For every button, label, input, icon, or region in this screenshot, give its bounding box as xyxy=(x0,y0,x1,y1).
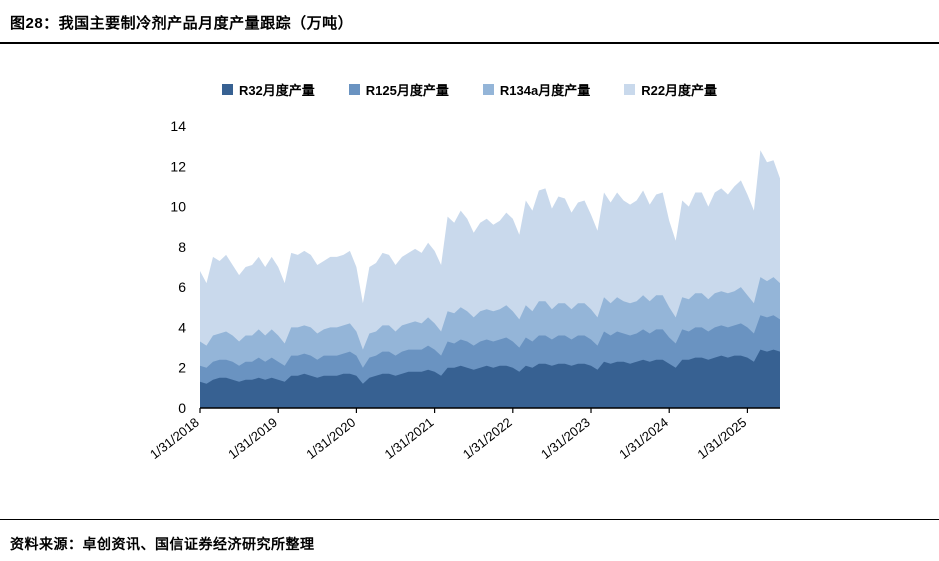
legend-item-r134a: R134a月度产量 xyxy=(482,80,591,99)
x-axis-tick-label: 1/31/2018 xyxy=(147,415,202,462)
y-axis-tick-label: 6 xyxy=(178,279,186,295)
legend-label-r32: R32月度产量 xyxy=(238,83,315,98)
x-axis-tick-label: 1/31/2025 xyxy=(694,415,749,462)
legend-label-r22: R22月度产量 xyxy=(641,83,718,98)
source-note: 资料来源：卓创资讯、国信证券经济研究所整理 xyxy=(10,536,315,552)
stacked-area-chart: 0 2 4 6 8 10 12 14 1/31/2018 1/31/2019 1/31/2020 1/… xyxy=(0,104,939,504)
y-axis-tick-label: 0 xyxy=(178,400,186,416)
x-axis-tick-label: 1/31/2021 xyxy=(382,415,437,462)
legend-item-r125: R125月度产量 xyxy=(348,80,449,99)
source-divider xyxy=(0,519,939,520)
legend-label-r134a: R134a月度产量 xyxy=(499,83,591,98)
chart-canvas: 0 2 4 6 8 10 12 14 1/31/2018 1/31/2019 1/31/2020 1/… xyxy=(147,118,780,462)
y-axis-tick-label: 4 xyxy=(178,319,186,335)
legend-swatch-r22-icon xyxy=(624,84,636,95)
legend-label-r125: R125月度产量 xyxy=(365,83,449,98)
x-axis-tick-label: 1/31/2020 xyxy=(303,415,358,462)
figure-title: 图28：我国主要制冷剂产品月度产量跟踪（万吨） xyxy=(10,15,354,32)
x-axis-tick-label: 1/31/2019 xyxy=(225,415,280,462)
y-axis-tick-label: 12 xyxy=(170,158,186,174)
y-axis-tick-label: 10 xyxy=(170,199,186,215)
legend-swatch-r32-icon xyxy=(221,84,233,95)
legend-item-r32: R32月度产量 xyxy=(221,80,315,99)
area-series-0 xyxy=(200,349,780,408)
x-axis-tick-label: 1/31/2023 xyxy=(538,415,593,462)
title-divider xyxy=(0,42,939,44)
legend-item-r22: R22月度产量 xyxy=(624,80,717,99)
y-axis-tick-label: 14 xyxy=(170,118,186,134)
legend-swatch-r125-icon xyxy=(348,84,360,95)
y-axis-tick-label: 8 xyxy=(178,239,186,255)
x-axis-tick-label: 1/31/2022 xyxy=(460,415,515,462)
y-axis-tick-label: 2 xyxy=(178,360,186,376)
chart-legend: R32月度产量 R125月度产量 R134a月度产量 R22月度产量 xyxy=(0,80,939,99)
legend-swatch-r134a-icon xyxy=(482,84,494,95)
x-axis-tick-label: 1/31/2024 xyxy=(616,415,671,462)
